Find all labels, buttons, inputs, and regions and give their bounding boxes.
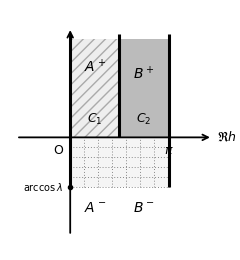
Bar <box>70 39 119 137</box>
Text: $B^+$: $B^+$ <box>133 65 155 82</box>
Text: $C_2$: $C_2$ <box>136 112 152 127</box>
Text: $\mathfrak{R}h$: $\mathfrak{R}h$ <box>217 130 237 144</box>
Bar <box>70 39 119 137</box>
Bar <box>70 137 168 186</box>
Text: O: O <box>54 144 63 157</box>
Text: $B^-$: $B^-$ <box>133 201 155 215</box>
Text: $A^+$: $A^+$ <box>84 58 106 75</box>
Text: $\mathrm{arccos}\,\lambda$: $\mathrm{arccos}\,\lambda$ <box>23 180 63 192</box>
Text: $C_1$: $C_1$ <box>87 112 102 127</box>
Text: $A^-$: $A^-$ <box>84 201 106 215</box>
Text: $\pi$: $\pi$ <box>164 144 173 157</box>
Bar <box>119 39 168 137</box>
